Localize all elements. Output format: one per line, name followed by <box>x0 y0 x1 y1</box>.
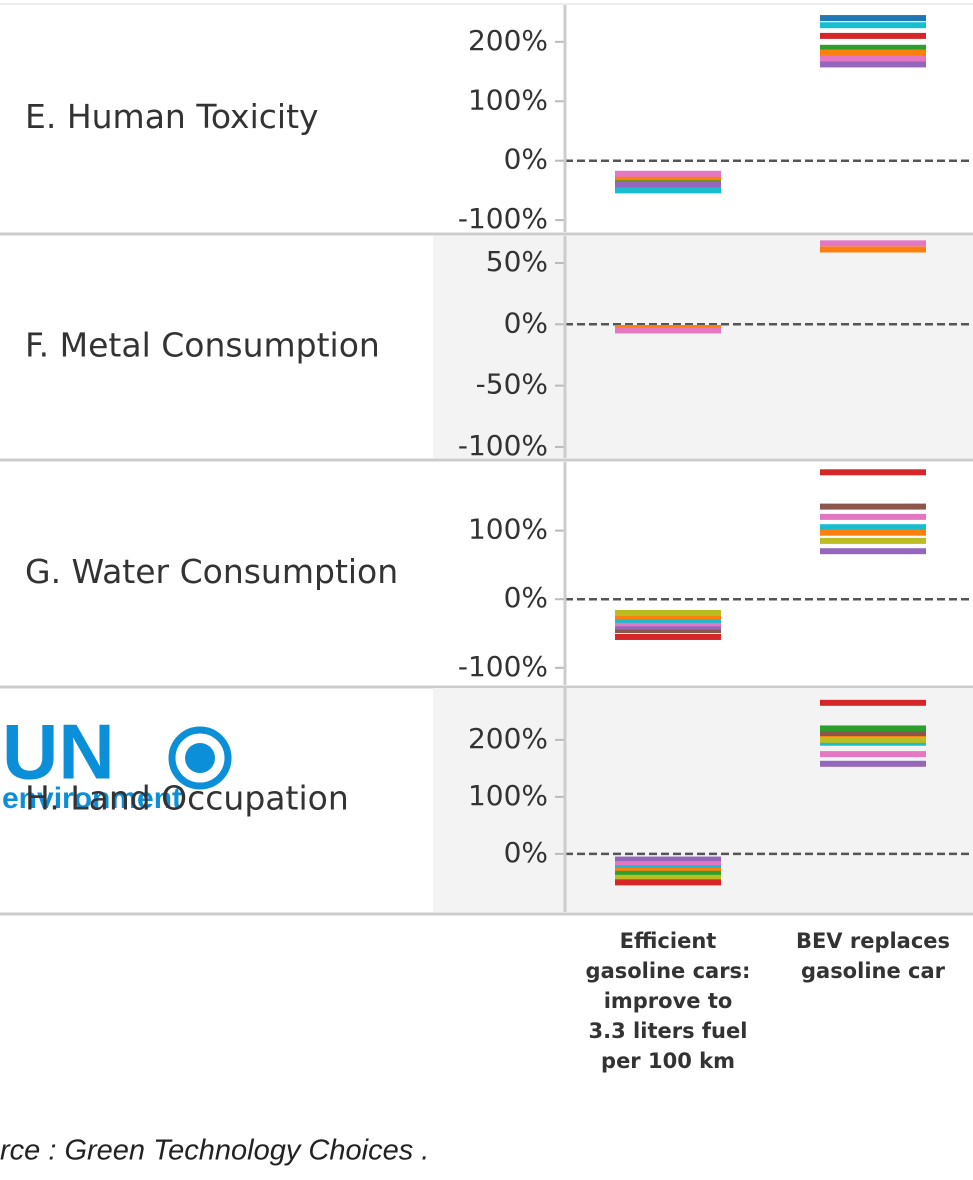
strip-mark <box>615 879 721 886</box>
panel-title: E. Human Toxicity <box>25 97 319 136</box>
x-tick-label: BEV replaces gasoline car <box>795 929 951 983</box>
panel-title: H. Land Occupation <box>25 779 349 818</box>
strip-mark <box>615 613 721 620</box>
y-tick-label: 100% <box>468 83 548 116</box>
strip-mark <box>820 15 926 22</box>
panel-title: G. Water Consumption <box>25 552 398 591</box>
strip-mark <box>820 548 926 555</box>
strip-mark <box>820 61 926 68</box>
panel-title: F. Metal Consumption <box>25 326 380 365</box>
strip-mark <box>615 620 721 627</box>
panel-bg <box>433 236 973 458</box>
strip-mark <box>820 469 926 476</box>
y-tick-label: 200% <box>468 722 548 755</box>
strip-mark <box>820 736 926 743</box>
strip-mark <box>615 856 721 863</box>
strip-mark <box>615 174 721 181</box>
y-tick-label: 100% <box>468 513 548 546</box>
y-tick-label: -100% <box>458 650 548 683</box>
strip-mark <box>615 187 721 194</box>
strip-mark <box>820 537 926 544</box>
strip-mark <box>615 861 721 868</box>
strip-mark <box>820 513 926 520</box>
strip-mark <box>820 240 926 247</box>
strip-mark <box>615 327 721 334</box>
y-tick-label: 0% <box>504 306 548 339</box>
strip-mark <box>820 55 926 62</box>
y-tick-label: 200% <box>468 24 548 57</box>
y-tick-label: 0% <box>504 581 548 614</box>
y-tick-label: -100% <box>458 202 548 235</box>
strip-mark <box>820 49 926 56</box>
strip-mark <box>615 874 721 881</box>
logo-emblem-inner <box>185 743 215 773</box>
strip-mark <box>615 623 721 630</box>
y-tick-label: 50% <box>486 245 548 278</box>
strip-mark <box>820 751 926 758</box>
y-tick-label: -50% <box>476 368 548 401</box>
y-tick-label: -100% <box>458 429 548 462</box>
logo-text: UN <box>2 708 115 796</box>
strip-mark <box>820 32 926 39</box>
y-tick-label: 100% <box>468 779 548 812</box>
strip-mark <box>820 44 926 51</box>
strip-mark <box>820 529 926 536</box>
strip-mark <box>615 633 721 640</box>
strip-mark <box>615 627 721 634</box>
strip-mark <box>820 760 926 767</box>
strip-mark <box>615 181 721 188</box>
strip-mark <box>820 524 926 531</box>
strip-mark <box>820 246 926 253</box>
x-tick-label: Efficient gasoline cars: improve to 3.3 … <box>585 929 751 1073</box>
strip-mark <box>615 616 721 623</box>
strip-mark <box>615 870 721 877</box>
y-tick-label: 0% <box>504 836 548 869</box>
strip-mark <box>820 699 926 706</box>
strip-mark <box>820 22 926 29</box>
y-tick-label: 0% <box>504 143 548 176</box>
logo-subtext: environment <box>2 782 182 815</box>
strip-mark <box>820 730 926 737</box>
strip-mark <box>820 725 926 732</box>
strip-mark <box>820 503 926 510</box>
logo-emblem <box>168 726 232 790</box>
strip-mark <box>615 609 721 616</box>
strip-mark <box>615 170 721 177</box>
source: rce : Green Technology Choices . <box>0 1135 429 1167</box>
